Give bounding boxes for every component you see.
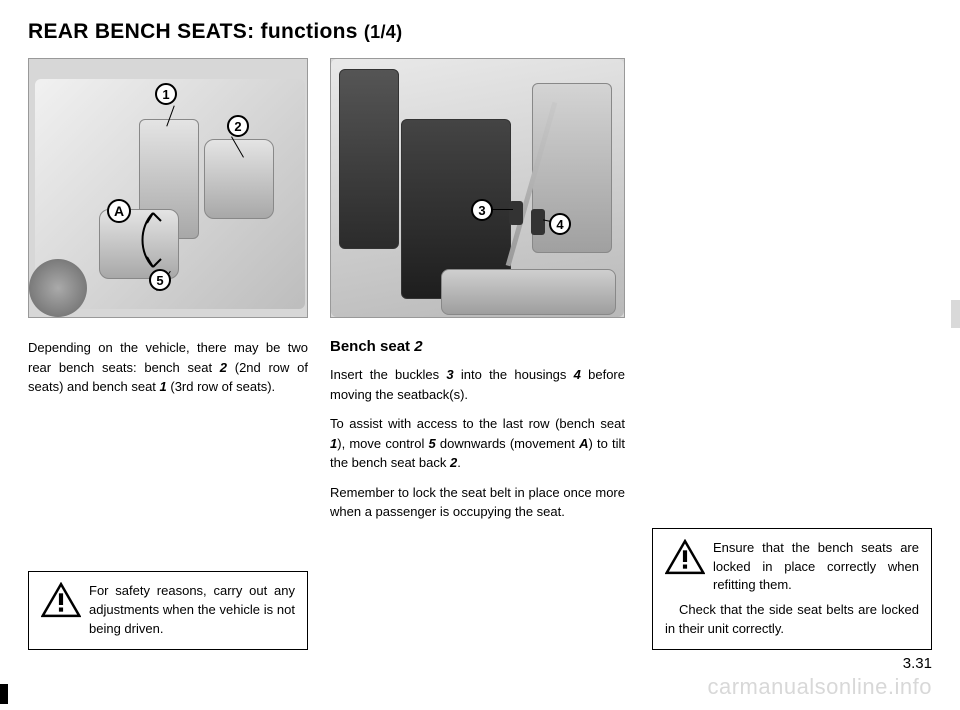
warning-box-2: Ensure that the bench seats are locked i…: [652, 528, 932, 650]
col2-text: Insert the buckles 3 into the housings 4…: [330, 365, 625, 532]
warning-icon: [41, 582, 81, 618]
page-number: 3.31: [903, 655, 932, 672]
callout-3: 3: [471, 199, 493, 221]
column-2: 3 4 36644 Bench seat 2 Insert the buckle…: [330, 58, 625, 532]
content-columns: 1 2 A 5 36584 Depending on the vehicle, …: [28, 58, 932, 532]
page-title: REAR BENCH SEATS: functions (1/4): [28, 20, 932, 44]
figure-2-id: 36644: [623, 176, 625, 200]
col2-p3: Remember to lock the seat belt in place …: [330, 483, 625, 522]
side-tab: [951, 300, 960, 328]
watermark: carmanualsonline.info: [707, 674, 932, 700]
col1-p1: Depending on the vehicle, there may be t…: [28, 338, 308, 397]
column-1: 1 2 A 5 36584 Depending on the vehicle, …: [28, 58, 308, 532]
col2-heading: Bench seat 2: [330, 338, 625, 355]
col2-p1: Insert the buckles 3 into the housings 4…: [330, 365, 625, 404]
warning-box-2-container: Ensure that the bench seats are locked i…: [652, 528, 932, 650]
col1-text: Depending on the vehicle, there may be t…: [28, 338, 308, 407]
figure-1-id: 36584: [306, 176, 308, 200]
warning-box-1-container: For safety reasons, carry out any adjust…: [28, 571, 308, 650]
manual-page: REAR BENCH SEATS: functions (1/4): [0, 0, 960, 710]
warning-box-1: For safety reasons, carry out any adjust…: [28, 571, 308, 650]
figure-1: 1 2 A 5 36584: [28, 58, 308, 318]
callout-4: 4: [549, 213, 571, 235]
title-part: (1/4): [364, 22, 403, 42]
footer-marker: [0, 684, 8, 704]
col2-p2: To assist with access to the last row (b…: [330, 414, 625, 473]
figure-2: 3 4 36644: [330, 58, 625, 318]
callout-A: A: [107, 199, 131, 223]
callout-1: 1: [155, 83, 177, 105]
callout-2: 2: [227, 115, 249, 137]
warning-icon: [665, 539, 705, 575]
title-main: REAR BENCH SEATS: functions: [28, 20, 364, 43]
callout-5: 5: [149, 269, 171, 291]
column-3: [647, 58, 927, 532]
